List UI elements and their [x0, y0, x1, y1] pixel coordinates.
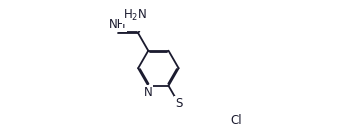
- Text: Cl: Cl: [231, 114, 242, 127]
- Text: S: S: [175, 97, 182, 110]
- Text: NH: NH: [109, 18, 127, 31]
- Text: N: N: [144, 86, 152, 99]
- Text: H$_2$N: H$_2$N: [123, 8, 147, 23]
